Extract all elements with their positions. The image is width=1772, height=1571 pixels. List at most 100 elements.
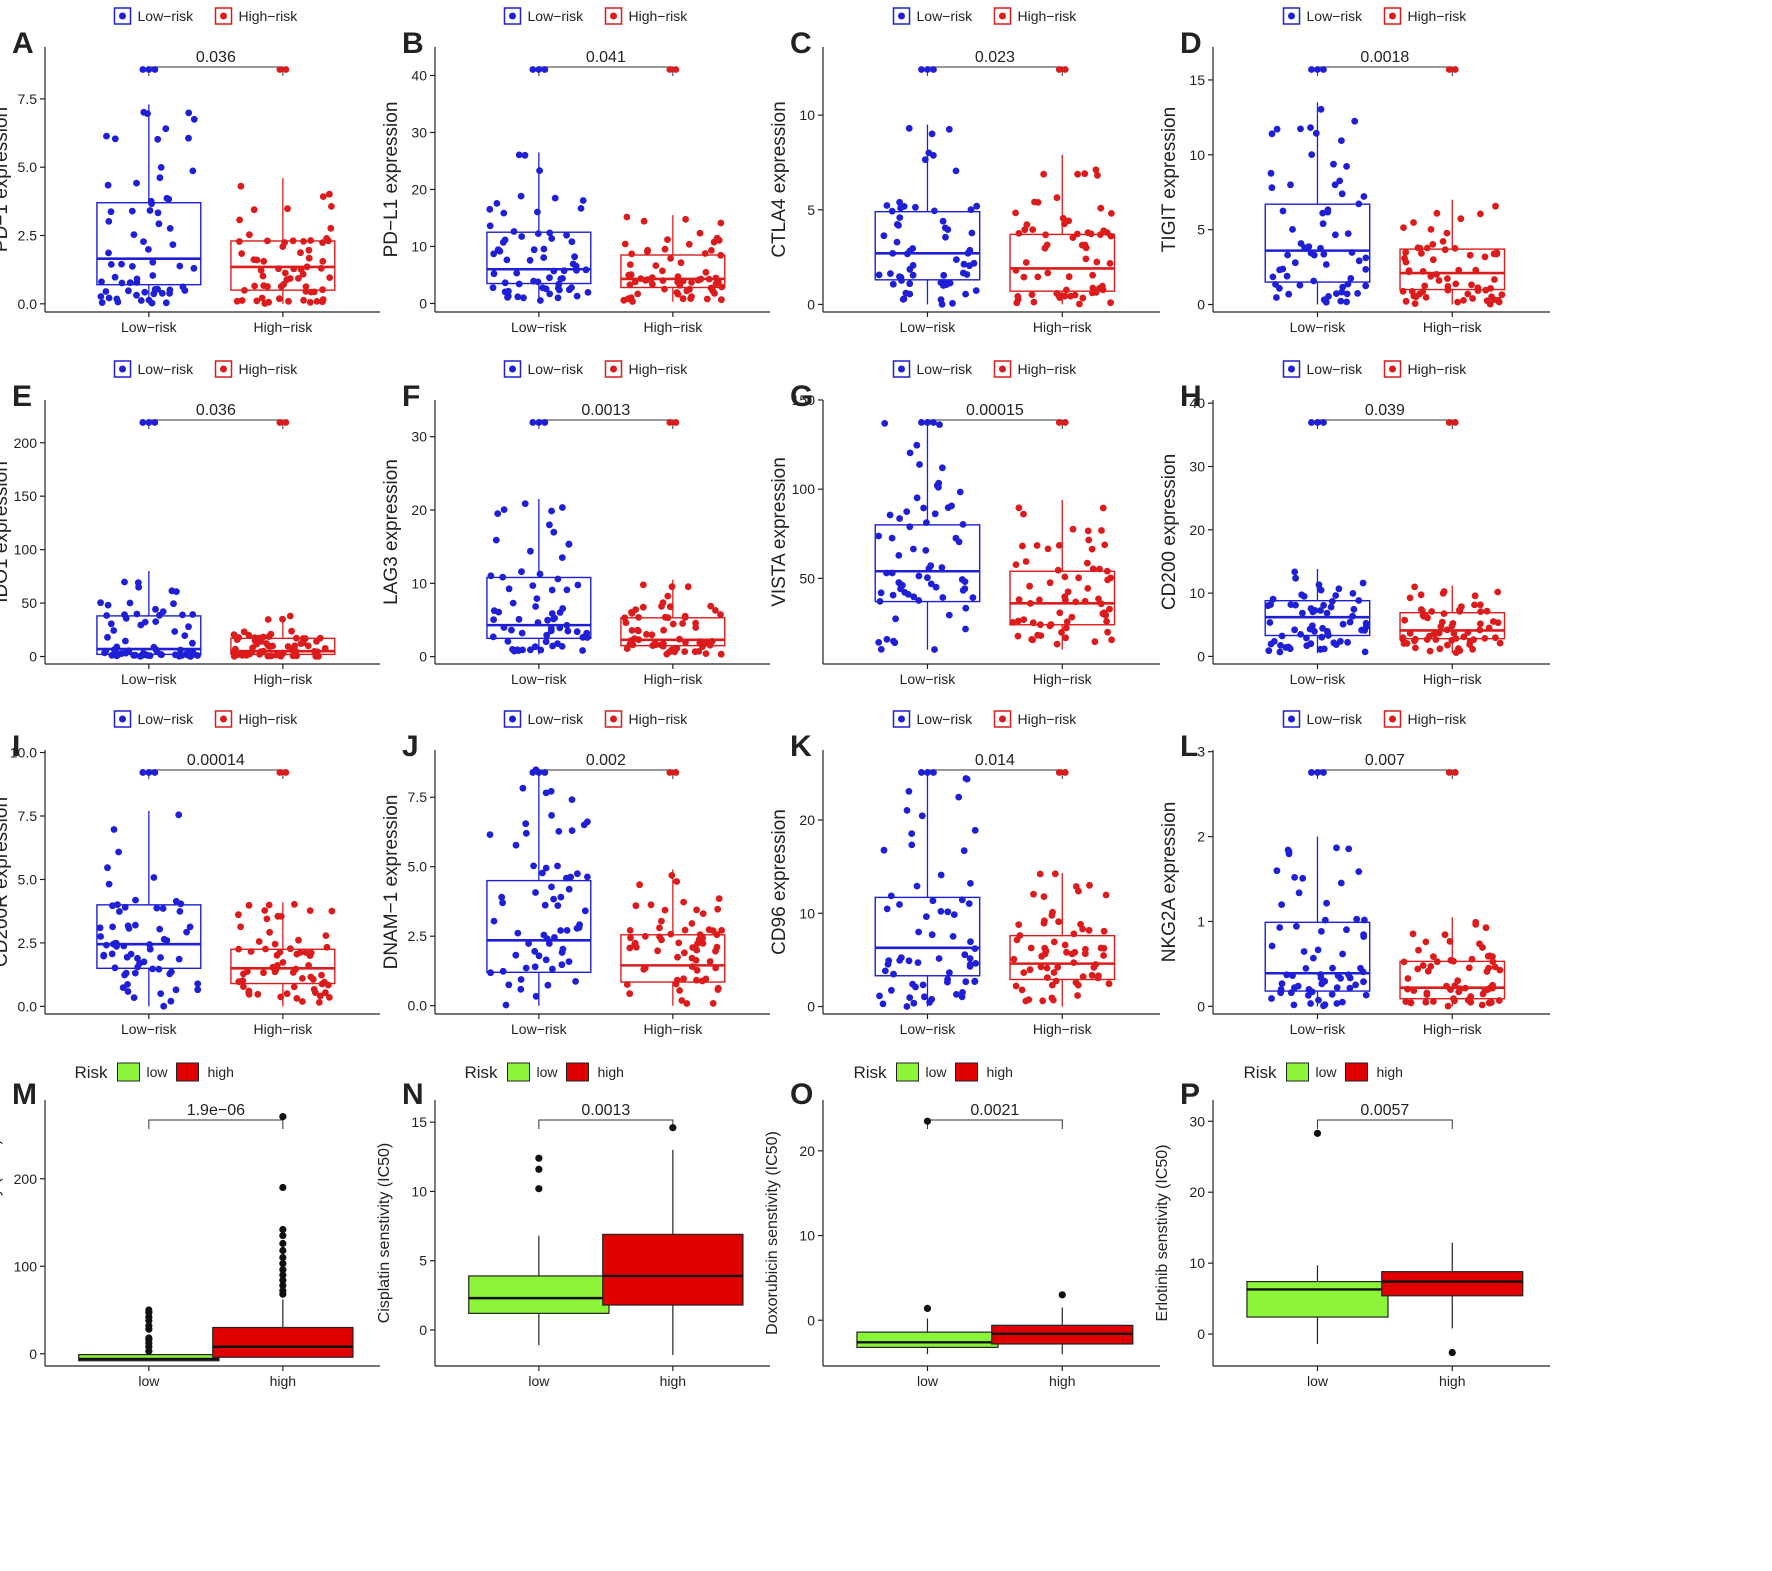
- data-point: [554, 902, 562, 909]
- data-point: [940, 271, 948, 279]
- data-point: [927, 580, 935, 588]
- data-point: [623, 213, 631, 221]
- data-point: [1418, 249, 1425, 257]
- data-point: [155, 965, 163, 973]
- data-point: [514, 929, 522, 937]
- outlier-point: [923, 1304, 932, 1312]
- data-point: [115, 848, 122, 856]
- data-point: [712, 274, 720, 282]
- data-point: [1345, 845, 1353, 853]
- data-point: [515, 280, 523, 288]
- data-point: [1343, 290, 1351, 298]
- data-point: [529, 419, 537, 426]
- data-point: [1332, 641, 1340, 648]
- data-point: [971, 826, 979, 834]
- data-point: [286, 945, 294, 953]
- data-point: [307, 237, 314, 244]
- data-point: [1409, 930, 1417, 938]
- data-point: [918, 66, 925, 73]
- box-high-risk: [1399, 248, 1506, 291]
- data-point: [1020, 273, 1028, 281]
- data-point: [505, 981, 513, 989]
- data-point: [487, 969, 494, 977]
- data-point: [1310, 277, 1318, 285]
- legend-dot-low-risk: [898, 365, 905, 373]
- data-point: [554, 862, 561, 870]
- data-point: [962, 625, 969, 633]
- data-point: [875, 639, 883, 646]
- data-point: [1042, 231, 1049, 239]
- data-point: [548, 812, 555, 819]
- data-point: [1443, 626, 1451, 634]
- data-point: [1307, 1000, 1314, 1007]
- data-point: [1435, 629, 1443, 637]
- data-point: [941, 224, 949, 232]
- data-point: [293, 634, 300, 642]
- data-point: [1441, 246, 1449, 254]
- data-point: [101, 649, 108, 657]
- data-point: [515, 615, 523, 623]
- data-point: [323, 943, 331, 951]
- data-point: [1430, 953, 1437, 960]
- data-point: [718, 296, 725, 304]
- data-point: [579, 197, 587, 204]
- data-point: [1350, 605, 1358, 613]
- data-point: [1466, 251, 1474, 259]
- data-point: [623, 981, 631, 988]
- data-point: [554, 575, 562, 583]
- data-point: [967, 880, 974, 887]
- data-point: [909, 271, 917, 279]
- data-point: [319, 298, 326, 306]
- data-point: [1429, 241, 1437, 248]
- data-point: [151, 66, 159, 73]
- data-point: [1297, 631, 1304, 638]
- data-point: [1070, 959, 1078, 966]
- data-point: [1098, 527, 1105, 534]
- legend-key-low-risk: [1282, 710, 1301, 728]
- data-point: [1422, 998, 1430, 1006]
- data-point: [1324, 627, 1331, 635]
- x-tick-label: high: [660, 1373, 686, 1389]
- data-point: [673, 289, 681, 296]
- data-point: [1433, 271, 1440, 278]
- data-point: [935, 955, 943, 962]
- data-point: [1332, 592, 1340, 599]
- legend-dot-high-risk: [999, 365, 1006, 373]
- data-point: [915, 928, 922, 936]
- data-point: [548, 586, 556, 594]
- data-point: [1047, 621, 1055, 628]
- data-point: [1483, 297, 1491, 305]
- data-point: [290, 983, 298, 991]
- data-point: [1423, 991, 1431, 998]
- data-point: [150, 643, 158, 651]
- y-tick-label: 30: [1189, 458, 1205, 474]
- x-tick-label: Low−risk: [1290, 319, 1347, 335]
- data-point: [487, 572, 495, 580]
- data-point: [1040, 170, 1048, 178]
- data-point: [883, 569, 890, 577]
- data-point: [542, 864, 550, 872]
- data-point: [629, 641, 637, 649]
- outlier-point: [279, 1276, 287, 1284]
- data-point: [1105, 980, 1113, 988]
- data-point: [96, 924, 104, 932]
- data-point: [1303, 634, 1310, 642]
- data-point: [177, 646, 184, 654]
- data-point: [1054, 963, 1062, 971]
- legend-key-high-risk: [993, 710, 1012, 728]
- data-point: [156, 174, 164, 182]
- legend-label-high-risk: High−risk: [1408, 711, 1468, 727]
- legend-key-low-risk: [892, 360, 911, 378]
- data-point: [504, 292, 512, 300]
- data-point: [304, 642, 312, 650]
- data-point: [910, 545, 917, 553]
- data-point: [1317, 974, 1325, 982]
- data-point: [568, 796, 576, 803]
- legend-label-low: low: [926, 1064, 948, 1080]
- data-point: [1297, 240, 1305, 247]
- significance-bracket: [1316, 1119, 1453, 1129]
- data-point: [1477, 210, 1484, 218]
- data-point: [1324, 206, 1332, 214]
- data-point: [1068, 950, 1076, 958]
- data-point: [1319, 220, 1327, 228]
